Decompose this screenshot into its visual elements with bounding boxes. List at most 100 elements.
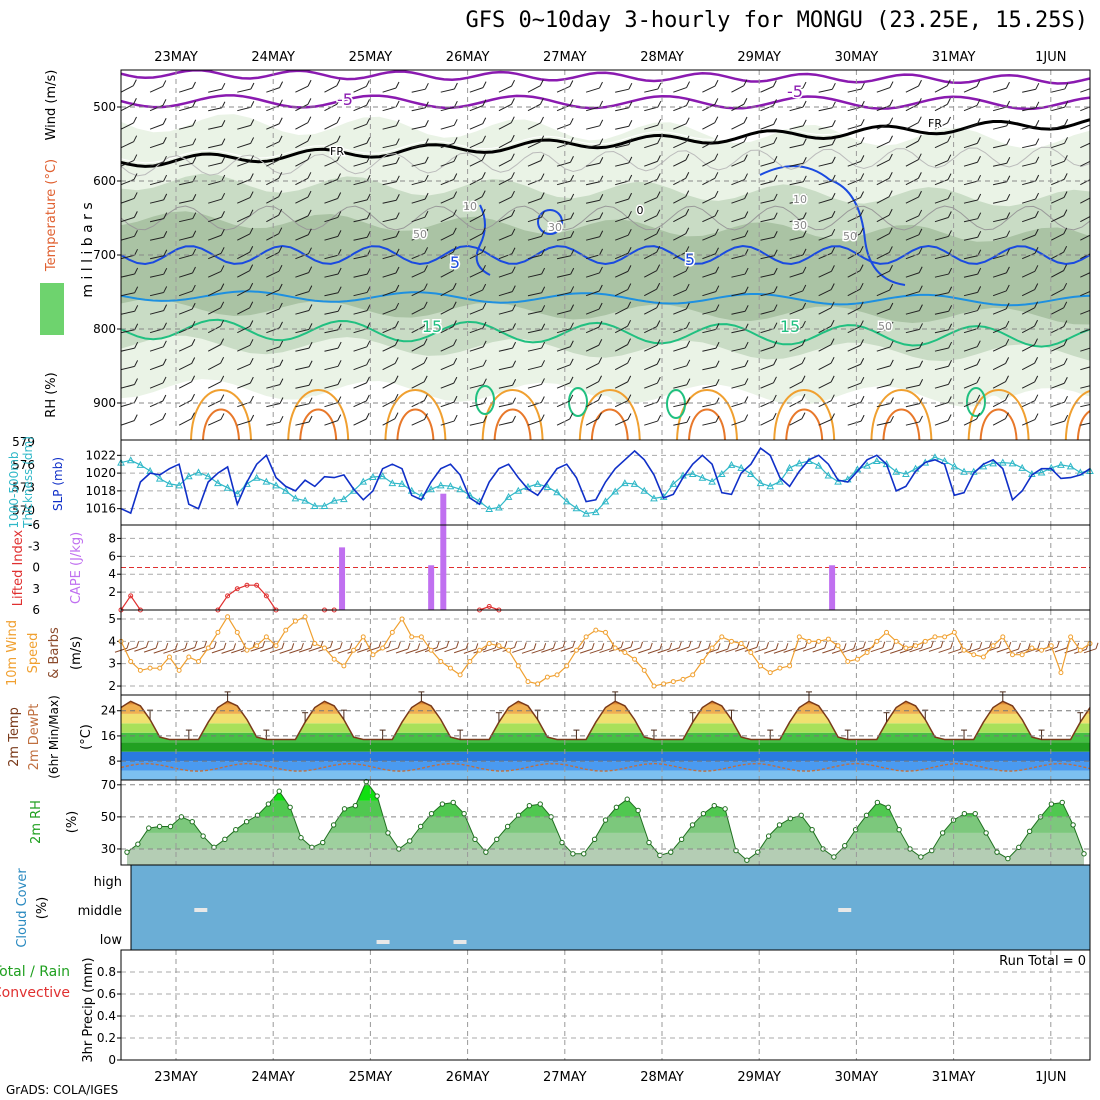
wind-barb-flag: [919, 379, 924, 386]
wind-barb: [789, 381, 803, 389]
wind-barb-flag: [888, 208, 893, 216]
thickness-marker: [291, 494, 300, 502]
wind10m-marker: [971, 652, 977, 658]
wind-barb-flag: [1035, 192, 1039, 200]
wind-barb-flag: [541, 249, 545, 256]
wind10m-marker: [254, 643, 260, 649]
wind-barb-flag: [570, 322, 574, 329]
wind-barb: [876, 421, 891, 426]
rh-marker: [233, 827, 239, 833]
wind10m-barb-flag: [717, 643, 721, 650]
wind-barb: [440, 142, 455, 149]
wind-barb: [731, 160, 745, 167]
wind-barb: [992, 199, 1007, 204]
wind-barb-flag: [1063, 264, 1068, 271]
wind-barb: [527, 347, 542, 352]
wind-barb: [789, 290, 803, 297]
temp-contour-15-closed: [966, 387, 986, 417]
wind-barb: [702, 421, 717, 426]
rh-marker: [994, 849, 1000, 855]
wind-barb-flag: [685, 117, 690, 124]
wind-barb: [1022, 144, 1036, 149]
wind-barb: [498, 159, 512, 167]
wind10m-barb-flag: [1027, 643, 1031, 650]
wind10m-barb: [812, 647, 825, 653]
wind-barb-flag: [191, 393, 195, 401]
wind-barb: [731, 198, 745, 204]
wind-barb-flag: [860, 414, 865, 422]
wind10m-barb-flag: [611, 642, 614, 649]
wind-barb-flag: [511, 79, 515, 87]
wind-barb-flag: [599, 119, 604, 127]
wind-barb: [789, 308, 803, 315]
wind-barb: [760, 310, 775, 315]
wind-barb: [905, 421, 920, 426]
wind-barb: [1080, 403, 1090, 408]
temp-contour-20: [578, 389, 641, 440]
wind-barb: [149, 382, 164, 389]
wind10m-marker: [331, 656, 337, 662]
wind-barb-flag: [1063, 191, 1068, 198]
wind10m-marker: [903, 645, 909, 651]
wind-barb-flag: [598, 412, 602, 419]
wind-barb-flag: [1093, 136, 1096, 142]
wind-barb: [673, 233, 686, 241]
wind10m-barb: [996, 647, 1009, 653]
wind10m-marker: [1068, 634, 1074, 640]
wind-barb-flag: [395, 81, 400, 89]
wind-barb-flag: [802, 138, 807, 145]
wind10m-barb-flag: [775, 643, 779, 650]
wind-barb-flag: [569, 80, 574, 87]
rh-marker: [918, 854, 924, 860]
wind-barb-flag: [162, 136, 167, 144]
wind10m-marker: [438, 658, 444, 664]
wind-barb-flag: [801, 375, 806, 382]
wind10m-barb-flag: [359, 643, 363, 650]
wind-barb: [498, 215, 512, 223]
wind-barb: [934, 365, 949, 371]
wind-barb-flag: [1005, 375, 1009, 382]
wind-barb: [1080, 160, 1090, 167]
thickness-marker: [950, 462, 959, 470]
slp-axis-label: SLP (mb): [51, 457, 65, 511]
wind-barb-flag: [656, 155, 661, 162]
temp-contour-5: [121, 244, 1090, 266]
wind-barb: [585, 418, 599, 426]
wind-barb-flag: [627, 283, 632, 290]
wind-barb: [382, 236, 397, 241]
wind-barb: [266, 251, 280, 260]
wind10m-barb-flag: [465, 642, 469, 649]
wind-barb-flag: [860, 376, 865, 384]
wind-barb: [411, 362, 425, 371]
wind-barb: [527, 254, 542, 260]
date-label-top: 30MAY: [835, 50, 879, 65]
wind-barb: [760, 86, 774, 93]
wind-barb: [469, 289, 483, 297]
wind10m-marker: [922, 638, 928, 644]
wind-barb-flag: [744, 249, 749, 256]
wind-barb-flag: [278, 153, 283, 161]
wind-barb-flag: [1093, 322, 1096, 328]
wind-barb: [644, 124, 658, 130]
wind-barb-flag: [802, 212, 807, 219]
date-label-bottom: 24MAY: [251, 1070, 295, 1085]
wind-barb-flag: [860, 155, 865, 162]
wind-barb-flag: [947, 116, 951, 124]
rh-contour-10: [121, 146, 1090, 177]
rh-marker: [526, 802, 533, 809]
wind10m-barb-flag: [475, 643, 479, 650]
wind-barb-flag: [394, 393, 399, 401]
rh-marker: [461, 810, 467, 817]
wind-barb: [760, 418, 774, 426]
wind-barb: [760, 400, 774, 408]
wind-barb-flag: [1093, 284, 1096, 290]
wind10m-barb: [483, 647, 496, 653]
wind-barb: [266, 214, 279, 223]
wind10m-barb-flag: [882, 641, 886, 648]
wind-barb-flag: [918, 266, 923, 273]
precip-tick-label: 0.4: [97, 1009, 116, 1023]
wind-barb-flag: [337, 360, 342, 367]
wind-barb: [818, 144, 833, 149]
wind-barb-flag: [133, 192, 138, 199]
